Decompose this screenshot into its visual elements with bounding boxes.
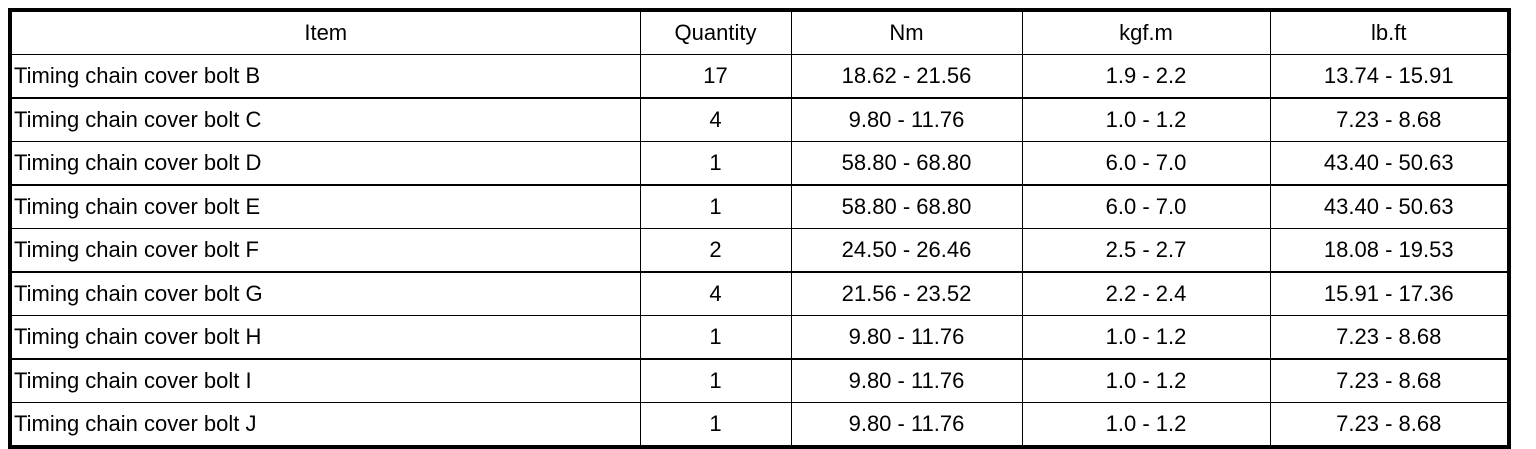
table-row: Timing chain cover bolt B 17 18.62 - 21.56… xyxy=(9,54,1510,99)
nm-cell: 21.56 - 23.52 xyxy=(790,271,1023,316)
quantity-cell: 1 xyxy=(639,315,792,360)
table-row: Timing chain cover bolt F 2 24.50 - 26.46 2… xyxy=(9,228,1510,273)
column-header: Item xyxy=(9,9,641,55)
item-cell: Timing chain cover bolt C xyxy=(9,97,641,142)
kgfm-cell: 6.0 - 7.0 xyxy=(1021,141,1271,186)
kgfm-cell: 1.0 - 1.2 xyxy=(1021,402,1271,448)
item-cell: Timing chain cover bolt D xyxy=(9,141,641,186)
lbft-cell: 15.91 - 17.36 xyxy=(1269,271,1510,316)
kgfm-cell: 1.0 - 1.2 xyxy=(1021,315,1271,360)
lbft-cell: 43.40 - 50.63 xyxy=(1269,141,1510,186)
nm-cell: 24.50 - 26.46 xyxy=(790,228,1023,273)
quantity-cell: 4 xyxy=(639,271,792,316)
item-cell: Timing chain cover bolt I xyxy=(9,358,641,403)
table-row: Timing chain cover bolt G 4 21.56 - 23.52 2… xyxy=(9,271,1510,316)
lbft-cell: 13.74 - 15.91 xyxy=(1269,54,1510,99)
item-cell: Timing chain cover bolt B xyxy=(9,54,641,99)
column-header: lb.ft xyxy=(1269,9,1510,55)
lbft-cell: 7.23 - 8.68 xyxy=(1269,97,1510,142)
quantity-cell: 1 xyxy=(639,184,792,229)
nm-cell: 9.80 - 11.76 xyxy=(790,315,1023,360)
kgfm-cell: 6.0 - 7.0 xyxy=(1021,184,1271,229)
kgfm-cell: 1.0 - 1.2 xyxy=(1021,358,1271,403)
nm-cell: 9.80 - 11.76 xyxy=(790,402,1023,448)
table-row: Timing chain cover bolt J 1 9.80 - 11.76 1.… xyxy=(9,402,1510,448)
item-cell: Timing chain cover bolt H xyxy=(9,315,641,360)
torque-spec-table: Item Quantity Nm kgf.m lb.ft Timing chain co… xyxy=(8,8,1511,449)
table-row: Timing chain cover bolt E 1 58.80 - 68.80 6… xyxy=(9,184,1510,229)
item-cell: Timing chain cover bolt G xyxy=(9,271,641,316)
lbft-cell: 7.23 - 8.68 xyxy=(1269,358,1510,403)
table-row: Timing chain cover bolt I 1 9.80 - 11.76 1.… xyxy=(9,358,1510,403)
column-header: Quantity xyxy=(639,9,792,55)
kgfm-cell: 2.2 - 2.4 xyxy=(1021,271,1271,316)
column-header: Nm xyxy=(790,9,1023,55)
item-cell: Timing chain cover bolt F xyxy=(9,228,641,273)
lbft-cell: 43.40 - 50.63 xyxy=(1269,184,1510,229)
item-cell: Timing chain cover bolt J xyxy=(9,402,641,448)
column-header: kgf.m xyxy=(1021,9,1271,55)
table-row: Timing chain cover bolt C 4 9.80 - 11.76 1.… xyxy=(9,97,1510,142)
lbft-cell: 7.23 - 8.68 xyxy=(1269,315,1510,360)
nm-cell: 58.80 - 68.80 xyxy=(790,141,1023,186)
quantity-cell: 17 xyxy=(639,54,792,99)
lbft-cell: 7.23 - 8.68 xyxy=(1269,402,1510,448)
kgfm-cell: 1.0 - 1.2 xyxy=(1021,97,1271,142)
kgfm-cell: 2.5 - 2.7 xyxy=(1021,228,1271,273)
lbft-cell: 18.08 - 19.53 xyxy=(1269,228,1510,273)
header-row: Item Quantity Nm kgf.m lb.ft xyxy=(9,9,1510,55)
table-row: Timing chain cover bolt H 1 9.80 - 11.76 1.… xyxy=(9,315,1510,360)
nm-cell: 9.80 - 11.76 xyxy=(790,97,1023,142)
nm-cell: 9.80 - 11.76 xyxy=(790,358,1023,403)
quantity-cell: 1 xyxy=(639,402,792,448)
nm-cell: 58.80 - 68.80 xyxy=(790,184,1023,229)
quantity-cell: 4 xyxy=(639,97,792,142)
nm-cell: 18.62 - 21.56 xyxy=(790,54,1023,99)
item-cell: Timing chain cover bolt E xyxy=(9,184,641,229)
quantity-cell: 2 xyxy=(639,228,792,273)
table-row: Timing chain cover bolt D 1 58.80 - 68.80 6… xyxy=(9,141,1510,186)
kgfm-cell: 1.9 - 2.2 xyxy=(1021,54,1271,99)
quantity-cell: 1 xyxy=(639,141,792,186)
quantity-cell: 1 xyxy=(639,358,792,403)
